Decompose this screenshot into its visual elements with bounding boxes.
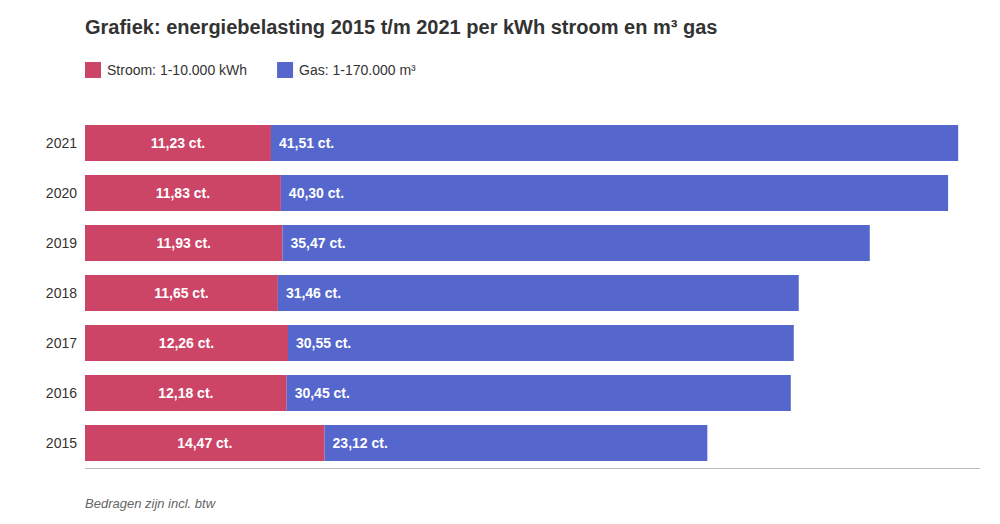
legend-label: Gas: 1-170.000 m³: [299, 62, 416, 78]
legend-item: Stroom: 1-10.000 kWh: [85, 62, 247, 78]
data-label: 30,45 ct.: [295, 385, 350, 401]
background: [0, 0, 1000, 524]
data-label: 30,55 ct.: [296, 335, 351, 351]
bar: [85, 125, 271, 161]
legend-swatch: [85, 62, 101, 78]
data-label: 11,93 ct.: [157, 235, 212, 251]
y-tick-label: 2019: [46, 235, 77, 251]
y-tick-label: 2015: [46, 435, 77, 451]
data-label: 11,23 ct.: [151, 135, 206, 151]
data-label: 40,30 ct.: [289, 185, 344, 201]
bar: [281, 175, 948, 211]
bar: [278, 275, 799, 311]
y-axis: 2021 2020 2019 2018 2017 2016 2015: [46, 135, 77, 451]
bar: [288, 325, 794, 361]
data-label: 11,65 ct.: [154, 285, 209, 301]
bar: [287, 375, 791, 411]
bar: [85, 275, 278, 311]
x-axis-line: [85, 468, 980, 469]
y-tick-label: 2020: [46, 185, 77, 201]
bar: [85, 325, 288, 361]
bar: [271, 125, 958, 161]
bar: [85, 375, 287, 411]
legend-swatch: [277, 62, 293, 78]
bars: [85, 125, 958, 461]
data-label: 35,47 ct.: [291, 235, 346, 251]
data-label: 23,12 ct.: [333, 435, 388, 451]
bar: [325, 425, 708, 461]
legend-item: Gas: 1-170.000 m³: [277, 62, 416, 78]
bar: [85, 425, 325, 461]
data-labels: 11,23 ct. 41,51 ct. 11,83 ct. 40,30 ct. 11,9…: [151, 135, 388, 451]
data-label: 11,83 ct.: [156, 185, 211, 201]
y-tick-label: 2021: [46, 135, 77, 151]
data-label: 12,18 ct.: [158, 385, 213, 401]
bar: [85, 175, 281, 211]
data-label: 14,47 ct.: [177, 435, 232, 451]
y-tick-label: 2018: [46, 285, 77, 301]
data-label: 31,46 ct.: [286, 285, 341, 301]
y-tick-label: 2017: [46, 335, 77, 351]
data-label: 12,26 ct.: [159, 335, 214, 351]
data-label: 41,51 ct.: [279, 135, 334, 151]
chart: Grafiek: energiebelasting 2015 t/m 2021 …: [0, 0, 1000, 524]
title: Grafiek: energiebelasting 2015 t/m 2021 …: [85, 16, 717, 38]
y-tick-label: 2016: [46, 385, 77, 401]
footnote: Bedragen zijn incl. btw: [85, 496, 217, 511]
bar: [283, 225, 870, 261]
bar: [85, 225, 283, 261]
legend-label: Stroom: 1-10.000 kWh: [107, 62, 247, 78]
